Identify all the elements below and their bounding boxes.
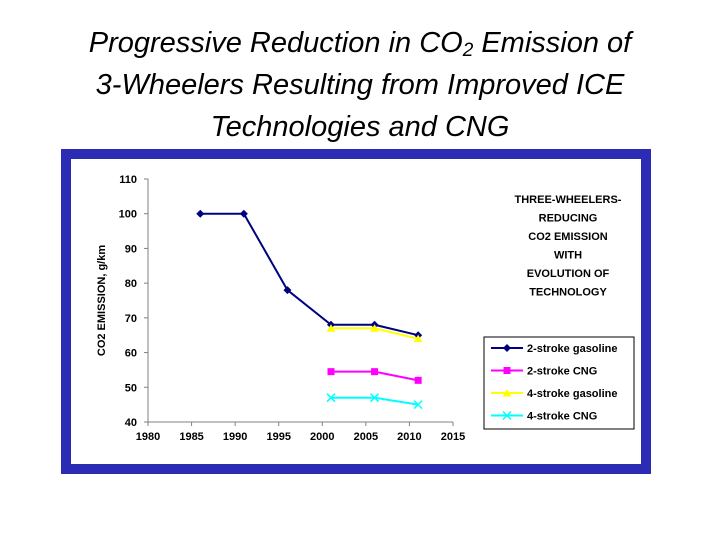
data-point <box>283 286 292 295</box>
y-tick-label: 90 <box>125 243 137 255</box>
title-line-3: Technologies and CNG <box>210 111 510 143</box>
series-4-stroke-gasoline <box>326 324 423 343</box>
series-2-stroke-cng <box>327 368 422 384</box>
chart-area: 40 50 60 70 80 90 100 110 1980 1985 1990 1995 2000 20… <box>71 159 641 464</box>
legend-marker <box>503 367 511 374</box>
data-point <box>370 324 380 332</box>
legend: 2-stroke gasoline 2-stroke CNG 4-stroke ga… <box>483 336 635 430</box>
title-text-a: Progressive Reduction in CO <box>88 27 463 59</box>
x-tick-label: 2005 <box>354 431 378 443</box>
data-point <box>326 324 336 332</box>
series-4-stroke-cng <box>326 393 423 410</box>
y-tick-label: 40 <box>125 417 137 429</box>
y-tick-label: 50 <box>125 382 137 394</box>
title-text-b: Emission of <box>473 27 632 59</box>
legend-marker <box>502 389 512 397</box>
legend-label: 4-stroke CNG <box>527 411 597 423</box>
data-point <box>239 209 248 218</box>
annotation-line: THREE-WHEELERS- <box>515 194 622 206</box>
data-point <box>371 368 379 376</box>
title-line-1: Progressive Reduction in CO2 Emission of <box>0 22 720 64</box>
series-2-stroke-gasoline <box>196 209 423 340</box>
series-group <box>196 209 423 410</box>
legend-label: 4-stroke gasoline <box>527 388 617 400</box>
legend-item: 4-stroke CNG <box>491 411 597 423</box>
y-axis-label: CO2 EMISSION, g/km <box>96 245 108 356</box>
title-subscript: 2 <box>462 40 474 61</box>
y-tick-label: 70 <box>125 313 137 325</box>
legend-item: 2-stroke gasoline <box>491 343 617 355</box>
series-line <box>200 212 419 337</box>
data-point <box>413 400 423 410</box>
y-tick-label: 100 <box>119 209 137 221</box>
line-chart: 40 50 60 70 80 90 100 110 1980 1985 1990 1995 2000 20… <box>96 174 635 443</box>
x-tick-label: 2000 <box>310 431 334 443</box>
annotation-line: EVOLUTION OF <box>527 268 610 280</box>
x-tick-label: 1995 <box>266 431 290 443</box>
data-point <box>326 393 336 403</box>
data-point <box>414 376 422 384</box>
data-point <box>327 368 335 376</box>
slide-title: Progressive Reduction in CO2 Emission of… <box>0 22 720 148</box>
legend-marker <box>503 344 511 352</box>
axes <box>144 178 454 426</box>
x-tick-label: 2010 <box>397 431 421 443</box>
y-tick-label: 80 <box>125 278 137 290</box>
legend-marker <box>502 410 512 421</box>
data-point <box>196 209 205 218</box>
legend-item: 2-stroke CNG <box>491 366 597 378</box>
x-tick-label: 1990 <box>223 431 247 443</box>
chart-annotation: THREE-WHEELERS- REDUCING CO2 EMISSION WITH E… <box>515 194 622 299</box>
chart-frame: 40 50 60 70 80 90 100 110 1980 1985 1990 1995 2000 20… <box>61 149 651 474</box>
annotation-line: TECHNOLOGY <box>529 287 607 299</box>
y-tick-label: 110 <box>119 174 137 186</box>
x-tick-label: 2015 <box>441 431 465 443</box>
annotation-line: CO2 EMISSION <box>528 231 608 243</box>
x-tick-label: 1980 <box>136 431 160 443</box>
data-point <box>370 393 380 403</box>
legend-item: 4-stroke gasoline <box>491 388 617 400</box>
legend-label: 2-stroke gasoline <box>527 343 617 355</box>
x-tick-label: 1985 <box>179 431 203 443</box>
data-point <box>413 334 423 343</box>
y-tick-label: 60 <box>125 348 137 360</box>
title-line-2: 3-Wheelers Resulting from Improved ICE <box>95 69 625 101</box>
tick-labels: 40 50 60 70 80 90 100 110 1980 1985 1990 1995 2000 20… <box>96 174 465 443</box>
annotation-line: WITH <box>554 250 582 262</box>
legend-label: 2-stroke CNG <box>527 366 597 378</box>
annotation-line: REDUCING <box>539 213 598 225</box>
